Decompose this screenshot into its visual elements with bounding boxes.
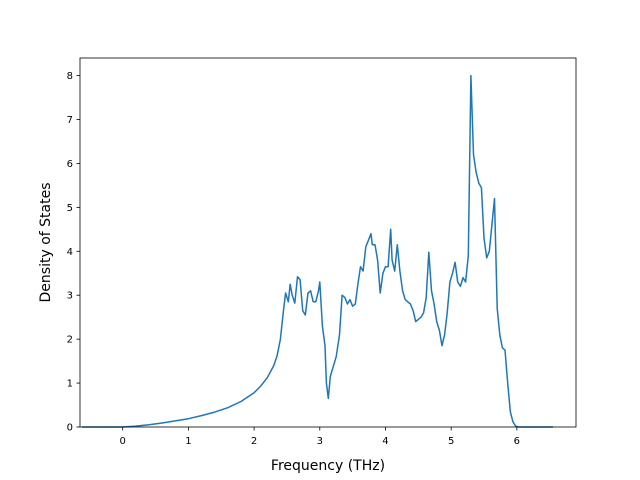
y-tick-label: 0 <box>67 423 73 434</box>
x-axis-label: Frequency (THz) <box>271 458 385 474</box>
y-tick-label: 7 <box>67 115 73 126</box>
y-tick-label: 4 <box>67 247 73 258</box>
x-tick-label: 6 <box>514 436 520 447</box>
y-tick-label: 6 <box>67 159 73 170</box>
x-tick-label: 4 <box>382 436 388 447</box>
x-tick-label: 5 <box>448 436 454 447</box>
y-tick-label: 8 <box>67 71 73 82</box>
y-tick-label: 3 <box>67 291 73 302</box>
dos-series-line <box>82 74 553 428</box>
x-tick-label: 2 <box>251 436 257 447</box>
plot-area-frame <box>79 57 577 428</box>
ticks-layer: 0 1 2 3 4 5 6 0 1 2 3 4 5 6 7 8 <box>67 71 520 447</box>
x-tick-label: 1 <box>185 436 191 447</box>
x-tick-label: 0 <box>120 436 126 447</box>
x-tick-label: 3 <box>317 436 323 447</box>
y-axis-label: Density of States <box>38 183 54 303</box>
y-tick-label: 1 <box>67 379 73 390</box>
y-tick-label: 2 <box>67 335 73 346</box>
y-tick-label: 5 <box>67 203 73 214</box>
